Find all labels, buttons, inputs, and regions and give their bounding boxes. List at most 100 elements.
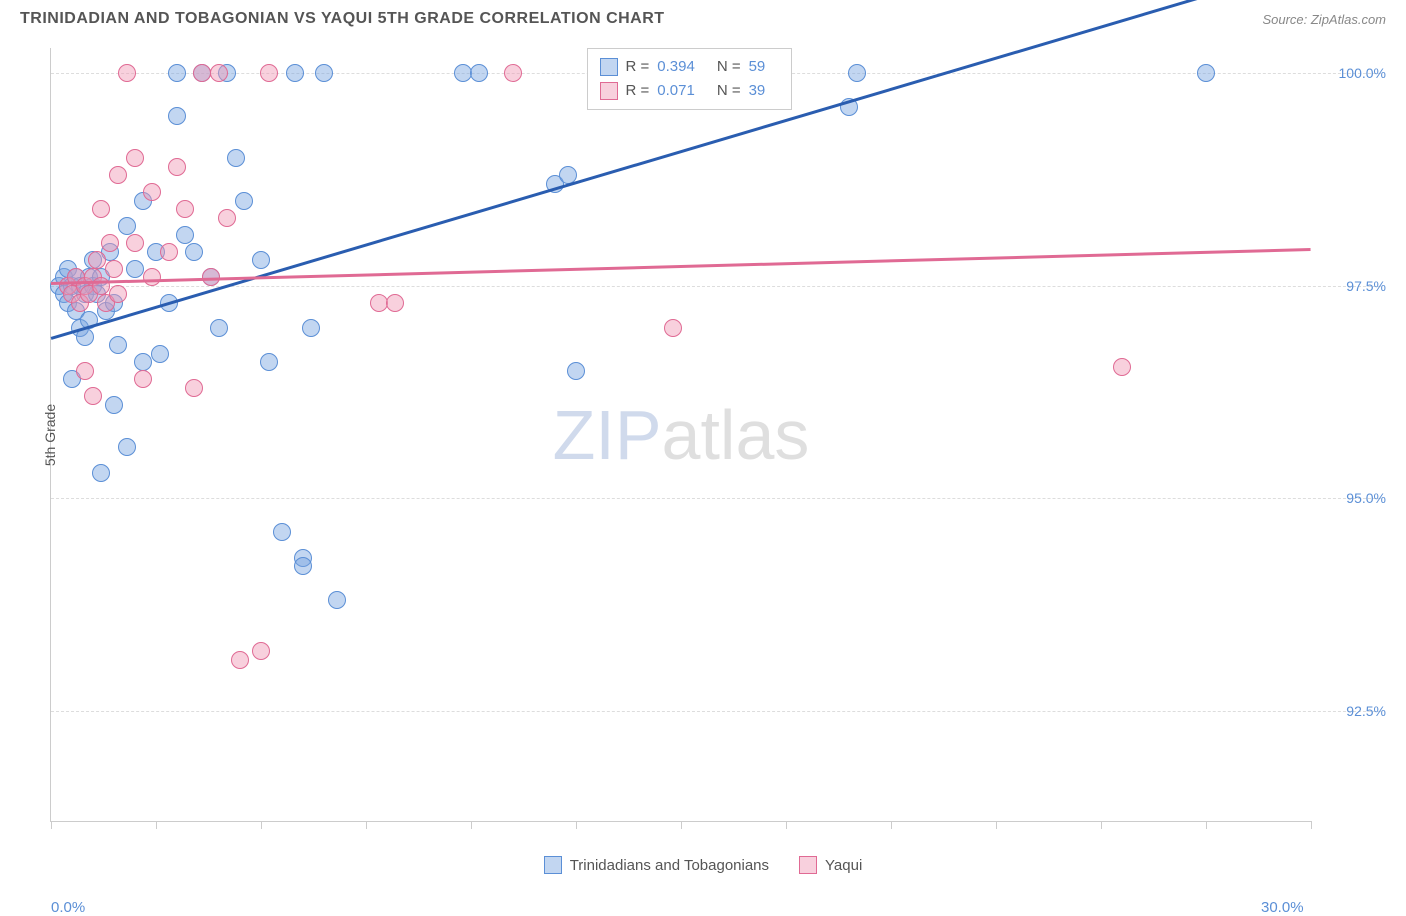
data-point-pink	[126, 234, 144, 252]
x-tick	[51, 821, 52, 829]
source-attribution: Source: ZipAtlas.com	[1262, 12, 1386, 27]
data-point-blue	[134, 353, 152, 371]
y-tick-label: 100.0%	[1321, 65, 1386, 81]
data-point-pink	[504, 64, 522, 82]
data-point-pink	[176, 200, 194, 218]
data-point-pink	[231, 651, 249, 669]
y-tick-label: 92.5%	[1321, 703, 1386, 719]
data-point-blue	[260, 353, 278, 371]
r-label: R =	[626, 55, 650, 79]
data-point-blue	[252, 251, 270, 269]
x-tick	[1311, 821, 1312, 829]
data-point-blue	[151, 345, 169, 363]
legend-item: Trinidadians and Tobagonians	[544, 856, 769, 874]
stats-row-blue: R = 0.394 N = 59	[600, 55, 780, 79]
data-point-blue	[315, 64, 333, 82]
data-point-pink	[1113, 358, 1131, 376]
data-point-blue	[168, 107, 186, 125]
x-tick	[996, 821, 997, 829]
legend-item: Yaqui	[799, 856, 862, 874]
data-point-blue	[273, 523, 291, 541]
swatch-blue	[600, 58, 618, 76]
x-tick	[1206, 821, 1207, 829]
data-point-blue	[176, 226, 194, 244]
data-point-pink	[76, 362, 94, 380]
legend-swatch	[799, 856, 817, 874]
r-value: 0.071	[657, 79, 695, 103]
chart-title: TRINIDADIAN AND TOBAGONIAN VS YAQUI 5TH …	[20, 10, 665, 28]
data-point-pink	[92, 200, 110, 218]
data-point-blue	[567, 362, 585, 380]
x-tick	[576, 821, 577, 829]
data-point-blue	[168, 64, 186, 82]
data-point-blue	[105, 396, 123, 414]
r-label: R =	[626, 79, 650, 103]
data-point-blue	[185, 243, 203, 261]
y-axis-title: 5th Grade	[42, 403, 58, 465]
data-point-pink	[101, 234, 119, 252]
data-point-pink	[109, 285, 127, 303]
legend-swatch	[544, 856, 562, 874]
data-point-blue	[109, 336, 127, 354]
x-tick	[891, 821, 892, 829]
data-point-blue	[92, 464, 110, 482]
data-point-blue	[235, 192, 253, 210]
data-point-blue	[227, 149, 245, 167]
series-legend: Trinidadians and Tobagonians Yaqui	[0, 856, 1406, 874]
r-value: 0.394	[657, 55, 695, 79]
n-value: 39	[749, 79, 766, 103]
x-tick	[261, 821, 262, 829]
x-range-label: 30.0%	[1261, 899, 1304, 916]
stats-row-pink: R = 0.071 N = 39	[600, 79, 780, 103]
data-point-pink	[218, 209, 236, 227]
swatch-pink	[600, 82, 618, 100]
x-tick	[366, 821, 367, 829]
x-tick	[156, 821, 157, 829]
data-point-pink	[210, 64, 228, 82]
watermark: ZIPatlas	[553, 395, 810, 475]
data-point-pink	[143, 183, 161, 201]
n-label: N =	[717, 79, 741, 103]
trend-line-pink	[51, 248, 1311, 284]
chart-header: TRINIDADIAN AND TOBAGONIAN VS YAQUI 5TH …	[0, 0, 1406, 33]
data-point-pink	[105, 260, 123, 278]
data-point-pink	[185, 379, 203, 397]
n-value: 59	[749, 55, 766, 79]
data-point-pink	[260, 64, 278, 82]
n-label: N =	[717, 55, 741, 79]
data-point-blue	[454, 64, 472, 82]
data-point-pink	[118, 64, 136, 82]
x-tick	[1101, 821, 1102, 829]
data-point-blue	[118, 217, 136, 235]
data-point-pink	[664, 319, 682, 337]
data-point-pink	[84, 387, 102, 405]
x-tick	[471, 821, 472, 829]
data-point-pink	[126, 149, 144, 167]
data-point-blue	[328, 591, 346, 609]
data-point-pink	[168, 158, 186, 176]
legend-label: Trinidadians and Tobagonians	[570, 857, 769, 874]
correlation-stats: R = 0.394 N = 59 R = 0.071 N = 39	[587, 48, 793, 110]
y-tick-label: 97.5%	[1321, 278, 1386, 294]
data-point-pink	[252, 642, 270, 660]
data-point-pink	[88, 251, 106, 269]
y-tick-label: 95.0%	[1321, 490, 1386, 506]
data-point-blue	[302, 319, 320, 337]
data-point-blue	[210, 319, 228, 337]
data-point-blue	[118, 438, 136, 456]
scatter-chart: 5th Grade ZIPatlas 92.5%95.0%97.5%100.0%…	[50, 48, 1311, 822]
data-point-pink	[143, 268, 161, 286]
data-point-pink	[370, 294, 388, 312]
legend-label: Yaqui	[825, 857, 862, 874]
data-point-pink	[160, 243, 178, 261]
data-point-blue	[470, 64, 488, 82]
data-point-pink	[134, 370, 152, 388]
x-tick	[786, 821, 787, 829]
grid-line	[51, 711, 1381, 712]
grid-line	[51, 286, 1381, 287]
data-point-blue	[848, 64, 866, 82]
data-point-pink	[109, 166, 127, 184]
x-tick	[681, 821, 682, 829]
data-point-blue	[286, 64, 304, 82]
data-point-pink	[386, 294, 404, 312]
